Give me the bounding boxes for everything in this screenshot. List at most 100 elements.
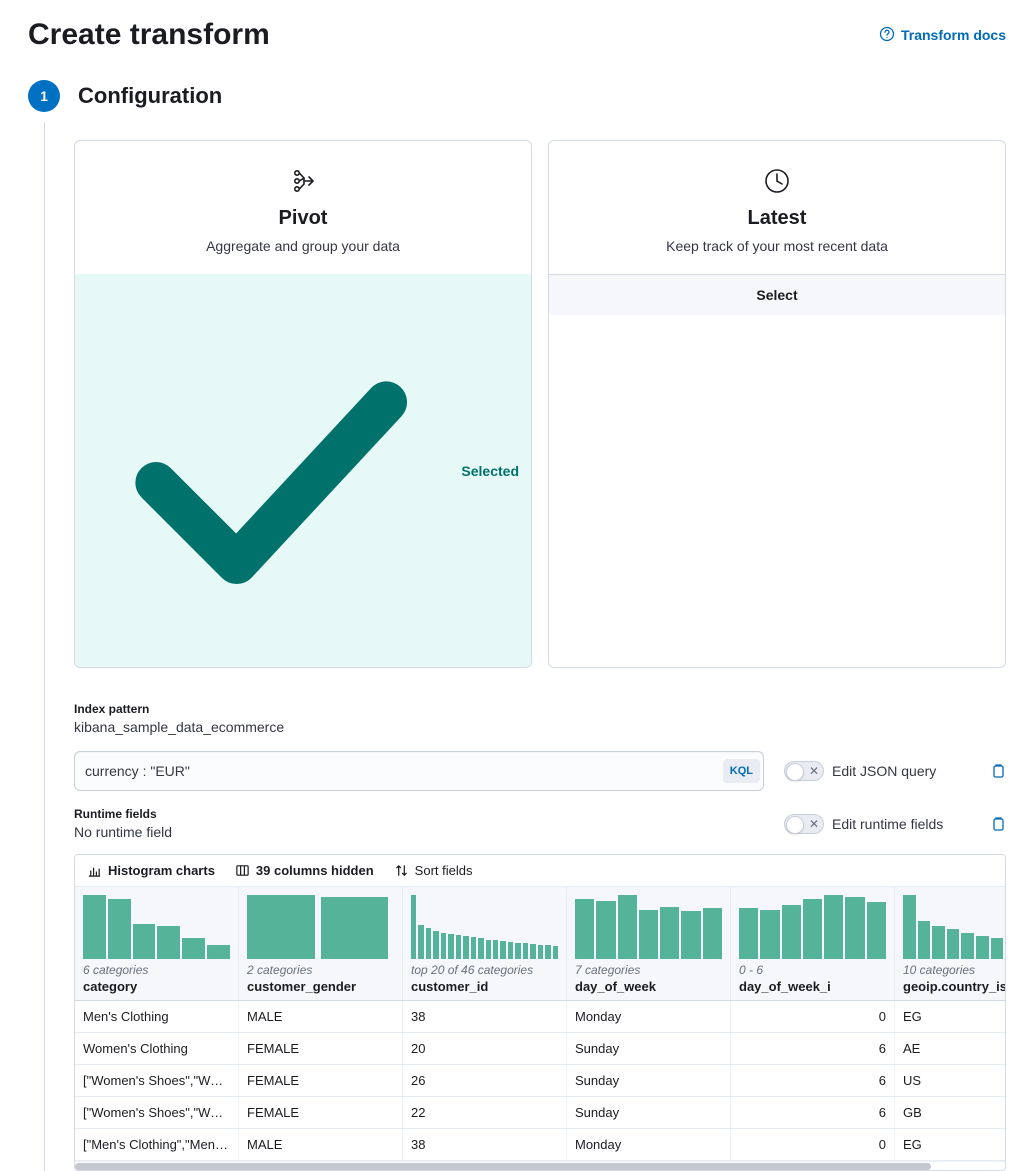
- column-title: customer_id: [411, 979, 558, 994]
- columns-hidden-button[interactable]: 39 columns hidden: [235, 863, 374, 878]
- runtime-fields-label: Runtime fields: [74, 807, 764, 821]
- histogram-customer_id: [411, 895, 558, 959]
- column-subtitle: 0 - 6: [739, 963, 886, 977]
- runtime-fields-value: No runtime field: [74, 824, 764, 840]
- cell-geoip: EG: [895, 1129, 1005, 1160]
- histogram-day_of_week_i: [739, 895, 886, 959]
- column-title: geoip.country_iso_: [903, 979, 1005, 994]
- pivot-icon: [91, 165, 515, 197]
- column-title: category: [83, 979, 230, 994]
- cell-customer_gender: MALE: [239, 1001, 403, 1032]
- column-subtitle: 7 categories: [575, 963, 722, 977]
- cell-day_of_week: Monday: [567, 1129, 731, 1160]
- column-header-geoip_country_iso[interactable]: 10 categories geoip.country_iso_: [895, 887, 1005, 1000]
- column-subtitle: 6 categories: [83, 963, 230, 977]
- column-subtitle: 10 categories: [903, 963, 1005, 977]
- column-title: day_of_week: [575, 979, 722, 994]
- cell-day_of_week: Sunday: [567, 1065, 731, 1096]
- close-icon: ✕: [809, 818, 819, 830]
- cell-customer_id: 22: [403, 1097, 567, 1128]
- cell-day_of_week: Sunday: [567, 1033, 731, 1064]
- query-input[interactable]: [74, 751, 764, 791]
- histogram-charts-button[interactable]: Histogram charts: [87, 863, 215, 878]
- close-icon: ✕: [809, 765, 819, 777]
- cell-customer_gender: MALE: [239, 1129, 403, 1160]
- cell-category: ["Women's Shoes","Wom...: [75, 1065, 239, 1096]
- step-title: Configuration: [78, 83, 222, 109]
- cell-customer_gender: FEMALE: [239, 1065, 403, 1096]
- cell-customer_id: 26: [403, 1065, 567, 1096]
- docs-link-label: Transform docs: [901, 27, 1006, 43]
- cell-day_of_week_i: 0: [731, 1001, 895, 1032]
- cell-geoip: GB: [895, 1097, 1005, 1128]
- table-row[interactable]: Men's ClothingMALE38Monday0EG: [75, 1001, 1005, 1033]
- cell-day_of_week_i: 6: [731, 1097, 895, 1128]
- horizontal-scrollbar[interactable]: [75, 1161, 1005, 1170]
- cell-day_of_week: Monday: [567, 1001, 731, 1032]
- copy-json-button[interactable]: [990, 763, 1006, 779]
- cell-geoip: AE: [895, 1033, 1005, 1064]
- transform-docs-link[interactable]: Transform docs: [879, 26, 1006, 45]
- column-header-customer_id[interactable]: top 20 of 46 categories customer_id: [403, 887, 567, 1000]
- column-header-day_of_week[interactable]: 7 categories day_of_week: [567, 887, 731, 1000]
- chart-icon: [87, 863, 102, 878]
- clipboard-icon: [990, 816, 1006, 832]
- cell-category: Men's Clothing: [75, 1001, 239, 1032]
- data-grid: Histogram charts 39 columns hidden Sort …: [74, 854, 1006, 1171]
- card-latest-desc: Keep track of your most recent data: [565, 238, 989, 254]
- histogram-customer_gender: [247, 895, 394, 959]
- copy-runtime-button[interactable]: [990, 816, 1006, 832]
- table-row[interactable]: Women's ClothingFEMALE20Sunday6AE: [75, 1033, 1005, 1065]
- cell-day_of_week: Sunday: [567, 1097, 731, 1128]
- card-latest[interactable]: Latest Keep track of your most recent da…: [548, 140, 1006, 668]
- histogram-day_of_week: [575, 895, 722, 959]
- cell-category: Women's Clothing: [75, 1033, 239, 1064]
- card-pivot-footer: Selected: [75, 274, 531, 667]
- kql-badge[interactable]: KQL: [723, 759, 760, 783]
- column-subtitle: 2 categories: [247, 963, 394, 977]
- card-pivot-desc: Aggregate and group your data: [91, 238, 515, 254]
- cell-category: ["Men's Clothing","Men's ...: [75, 1129, 239, 1160]
- edit-runtime-switch[interactable]: ✕: [784, 814, 824, 834]
- cell-day_of_week_i: 6: [731, 1065, 895, 1096]
- card-latest-title: Latest: [565, 207, 989, 230]
- histogram-geoip_country_iso: [903, 895, 1005, 959]
- column-subtitle: top 20 of 46 categories: [411, 963, 558, 977]
- cell-customer_gender: FEMALE: [239, 1033, 403, 1064]
- check-icon: [87, 287, 455, 655]
- index-pattern-value: kibana_sample_data_ecommerce: [74, 719, 1006, 735]
- cell-customer_id: 38: [403, 1129, 567, 1160]
- cell-customer_id: 20: [403, 1033, 567, 1064]
- edit-runtime-label: Edit runtime fields: [832, 816, 943, 832]
- clipboard-icon: [990, 763, 1006, 779]
- table-row[interactable]: ["Men's Clothing","Men's ...MALE38Monday…: [75, 1129, 1005, 1161]
- help-icon: [879, 26, 895, 45]
- card-pivot[interactable]: Pivot Aggregate and group your data Sele…: [74, 140, 532, 668]
- card-pivot-title: Pivot: [91, 207, 515, 230]
- table-row[interactable]: ["Women's Shoes","Wom...FEMALE22Sunday6G…: [75, 1097, 1005, 1129]
- cell-category: ["Women's Shoes","Wom...: [75, 1097, 239, 1128]
- cell-customer_gender: FEMALE: [239, 1097, 403, 1128]
- cell-day_of_week_i: 6: [731, 1033, 895, 1064]
- column-header-day_of_week_i[interactable]: 0 - 6 day_of_week_i: [731, 887, 895, 1000]
- cell-geoip: US: [895, 1065, 1005, 1096]
- column-header-customer_gender[interactable]: 2 categories customer_gender: [239, 887, 403, 1000]
- index-pattern-label: Index pattern: [74, 702, 1006, 716]
- table-row[interactable]: ["Women's Shoes","Wom...FEMALE26Sunday6U…: [75, 1065, 1005, 1097]
- column-title: customer_gender: [247, 979, 394, 994]
- page-title: Create transform: [28, 18, 270, 52]
- column-title: day_of_week_i: [739, 979, 886, 994]
- cell-day_of_week_i: 0: [731, 1129, 895, 1160]
- clock-icon: [565, 165, 989, 197]
- sort-icon: [394, 863, 409, 878]
- sort-fields-button[interactable]: Sort fields: [394, 863, 473, 878]
- columns-icon: [235, 863, 250, 878]
- edit-json-label: Edit JSON query: [832, 763, 936, 779]
- cell-customer_id: 38: [403, 1001, 567, 1032]
- histogram-category: [83, 895, 230, 959]
- edit-json-switch[interactable]: ✕: [784, 761, 824, 781]
- card-latest-footer: Select: [549, 274, 1005, 315]
- column-header-category[interactable]: 6 categories category: [75, 887, 239, 1000]
- cell-geoip: EG: [895, 1001, 1005, 1032]
- step-number-badge: 1: [28, 80, 60, 112]
